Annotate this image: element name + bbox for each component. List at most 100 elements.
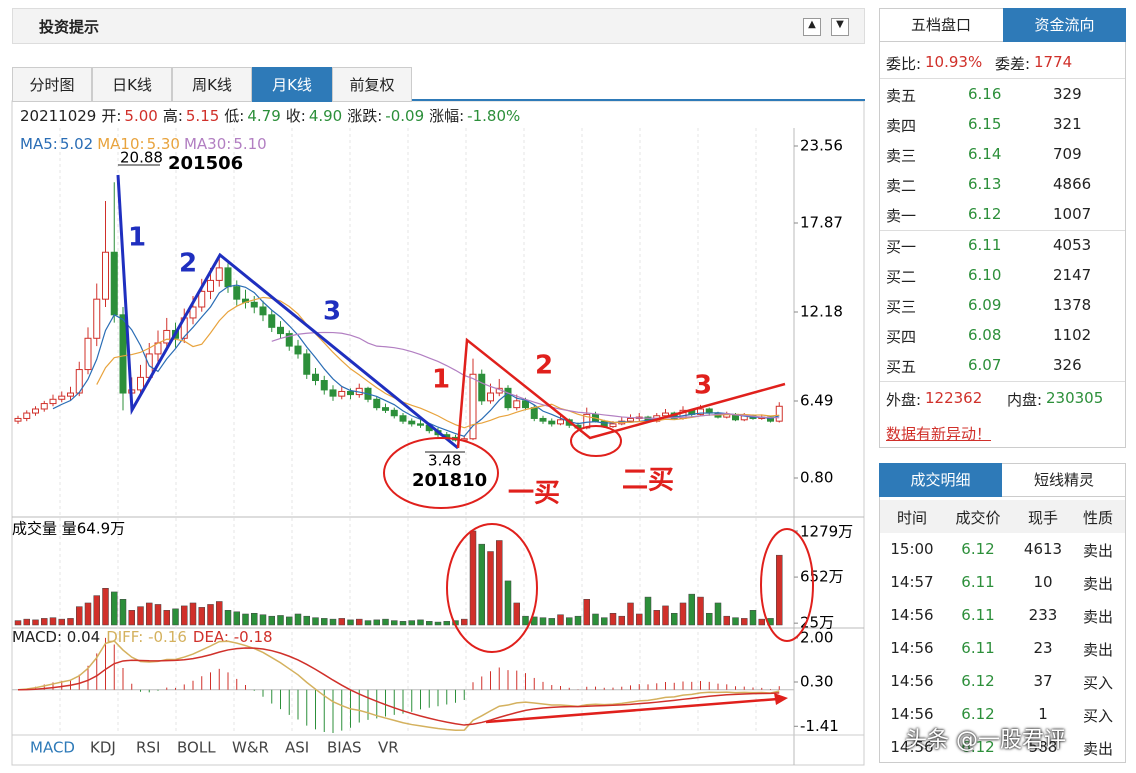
annotation: 一买 [508,479,560,509]
volume-bar [32,619,39,626]
volume-bar [259,614,267,626]
volume-bar [627,602,634,626]
tab[interactable]: 资金流向 [1003,8,1126,42]
volume-bar [329,618,337,626]
table-cell: 卖出 [1082,740,1113,758]
chart: 20211029 开: 5.00 高: 5.15 低: 4.79 收: 4.90 涨跌: -0.09… [11,100,865,766]
value: 1774 [1034,53,1073,71]
book-name: 买一 [886,238,917,256]
value: 4.79 [247,107,280,125]
volume-bar [513,602,520,626]
book-name: 卖一 [886,207,917,225]
value: 5.10 [233,135,266,153]
volume-bar [84,602,92,626]
volume-bar [618,615,625,626]
volume-bar [653,610,660,626]
volume-bar [347,619,354,626]
tab[interactable]: 五档盘口 [879,8,1003,42]
volume-bar [146,602,153,626]
annotation: 201810 [412,470,487,491]
y-tick-label: 17.87 [800,214,843,232]
indicator-tab[interactable]: VR [378,739,399,757]
indicator-tab[interactable]: BIAS [327,739,362,757]
indicator-tab[interactable]: MACD [30,739,75,757]
y-tick-label: 652万 [800,568,844,586]
book-volume: 4053 [1053,236,1092,254]
volume-bar [671,612,678,626]
volume-bar [93,595,100,626]
rule [880,78,1125,79]
indicator-tab[interactable]: RSI [136,739,160,757]
table-cell: 10 [1033,573,1053,591]
value: 4.90 [309,107,342,125]
indicator-tab[interactable]: ASI [285,739,309,757]
candle-body [338,390,346,397]
annotation: 1 [432,365,450,395]
volume-bar [163,610,170,626]
tab[interactable]: 日K线 [92,67,172,102]
tab[interactable]: 周K线 [172,67,252,102]
book-box [879,8,1126,448]
volume-bar [242,613,249,626]
book-price: 6.13 [968,175,1002,193]
annotations: 1 2 3 20.88 201506 3.48 201810 1 2 3 一买 … [116,149,814,724]
volume-bar [749,610,757,626]
volume-bar [321,618,328,626]
value: -1.80% [467,107,520,125]
alert-link[interactable]: 数据有新异动！ [886,425,992,443]
volume-bar [102,588,109,626]
candle-body [14,417,22,422]
candle-body [478,373,486,402]
book-volume: 1378 [1053,296,1092,314]
indicator-tab[interactable]: KDJ [90,739,116,757]
candle-body [399,415,407,422]
volume-bar [688,593,695,626]
tab[interactable]: 短线精灵 [1002,463,1126,497]
diff: DIFF: -0.16 [106,628,187,646]
indicator-tab[interactable]: W&R [232,739,269,757]
candle-body [268,314,276,328]
value: 230305 [1046,389,1104,407]
candle-body [277,326,284,335]
table-cell: 37 [1033,672,1053,690]
volume-bar [382,618,389,626]
up-button[interactable]: ▲ [803,18,821,36]
volume-bar [697,596,704,626]
book-volume: 2147 [1053,266,1092,284]
book-name: 买四 [886,328,917,346]
volume-bar [522,615,529,626]
candle-body [207,279,214,292]
tab[interactable]: 分时图 [12,67,92,102]
volume-bar [487,551,494,626]
table-cell: 6.11 [961,573,995,591]
indicator-tab[interactable]: BOLL [177,739,216,757]
tab[interactable]: 成交明细 [879,463,1002,497]
down-button[interactable]: ▼ [831,18,849,36]
annotation: 1 [128,223,146,253]
volume-bar [574,615,582,626]
ellipse [446,523,538,653]
candle-body [539,417,547,422]
book-volume: 329 [1053,85,1082,103]
candle-body [504,387,512,409]
table-cell: 4613 [1023,540,1063,558]
table-cell: 14:56 [890,606,934,624]
label: MA10: [97,135,144,153]
volume-bar [41,618,48,626]
trades-box [879,463,1126,763]
candle-body [487,392,494,402]
table-cell: 6.12 [961,540,995,558]
tab[interactable]: 月K线 [252,67,332,102]
table-cell: 233 [1028,606,1058,624]
book-price: 6.10 [968,266,1002,284]
tab[interactable]: 前复权 [332,67,412,102]
annotation: 3 [694,371,712,401]
table-cell: 14:56 [890,672,934,690]
volume-bar [723,615,730,626]
book-price: 6.12 [968,205,1002,223]
volume-bar [373,619,380,626]
volume-bar [364,620,372,626]
table-cell: 卖出 [1082,575,1113,593]
book-price: 6.07 [968,356,1002,374]
dea-line [17,647,780,726]
